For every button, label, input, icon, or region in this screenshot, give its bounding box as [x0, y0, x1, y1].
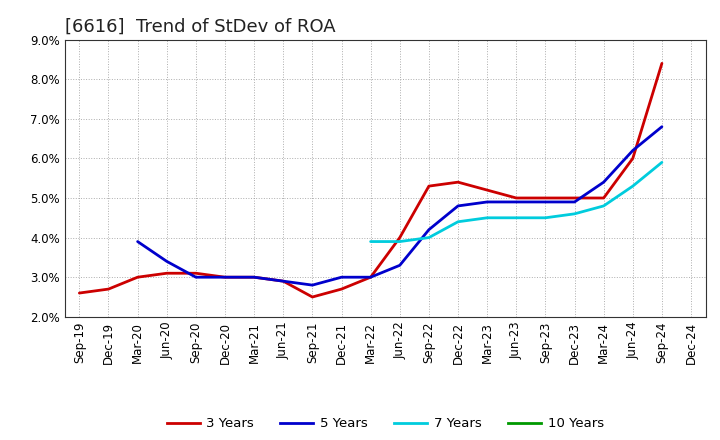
3 Years — [163, 271, 171, 276]
3 Years — [250, 275, 258, 280]
3 Years — [220, 275, 229, 280]
3 Years — [395, 235, 404, 240]
5 Years — [395, 263, 404, 268]
3 Years — [192, 271, 200, 276]
3 Years — [75, 290, 84, 296]
3 Years — [629, 156, 637, 161]
Line: 3 Years: 3 Years — [79, 63, 662, 297]
7 Years — [454, 219, 462, 224]
5 Years — [570, 199, 579, 205]
5 Years — [163, 259, 171, 264]
3 Years — [570, 195, 579, 201]
5 Years — [220, 275, 229, 280]
3 Years — [483, 187, 492, 193]
7 Years — [425, 235, 433, 240]
3 Years — [279, 279, 287, 284]
5 Years — [629, 148, 637, 153]
Line: 5 Years: 5 Years — [138, 127, 662, 285]
5 Years — [366, 275, 375, 280]
3 Years — [308, 294, 317, 300]
7 Years — [366, 239, 375, 244]
5 Years — [337, 275, 346, 280]
7 Years — [395, 239, 404, 244]
7 Years — [570, 211, 579, 216]
3 Years — [599, 195, 608, 201]
5 Years — [192, 275, 200, 280]
5 Years — [308, 282, 317, 288]
7 Years — [657, 160, 666, 165]
Legend: 3 Years, 5 Years, 7 Years, 10 Years: 3 Years, 5 Years, 7 Years, 10 Years — [161, 412, 609, 436]
Line: 7 Years: 7 Years — [371, 162, 662, 242]
3 Years — [512, 195, 521, 201]
3 Years — [337, 286, 346, 292]
7 Years — [541, 215, 550, 220]
7 Years — [512, 215, 521, 220]
7 Years — [483, 215, 492, 220]
7 Years — [599, 203, 608, 209]
5 Years — [454, 203, 462, 209]
3 Years — [133, 275, 142, 280]
5 Years — [425, 227, 433, 232]
5 Years — [483, 199, 492, 205]
5 Years — [599, 180, 608, 185]
7 Years — [629, 183, 637, 189]
5 Years — [657, 124, 666, 129]
3 Years — [425, 183, 433, 189]
3 Years — [657, 61, 666, 66]
5 Years — [512, 199, 521, 205]
3 Years — [366, 275, 375, 280]
5 Years — [541, 199, 550, 205]
3 Years — [541, 195, 550, 201]
5 Years — [279, 279, 287, 284]
3 Years — [454, 180, 462, 185]
5 Years — [250, 275, 258, 280]
Text: [6616]  Trend of StDev of ROA: [6616] Trend of StDev of ROA — [65, 17, 336, 35]
3 Years — [104, 286, 113, 292]
5 Years — [133, 239, 142, 244]
